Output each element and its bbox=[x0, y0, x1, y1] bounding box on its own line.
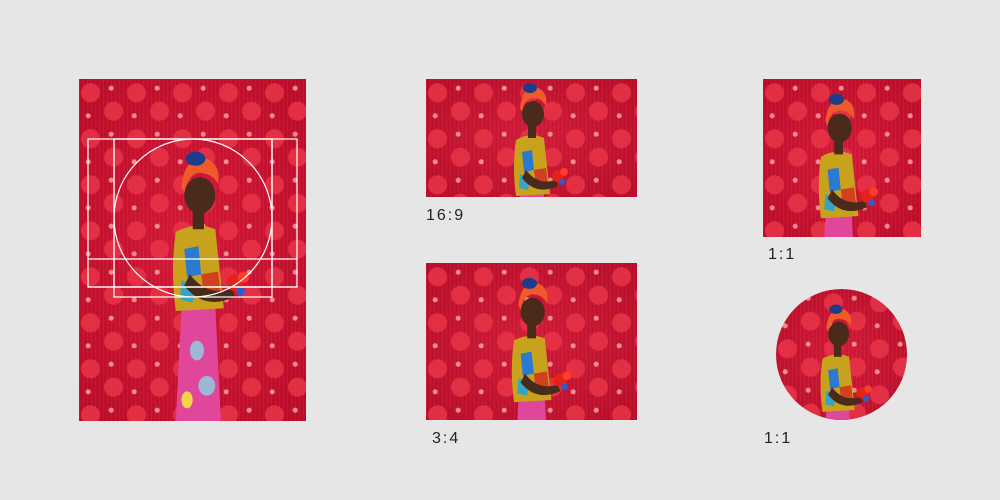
crop-16-9-preview[interactable] bbox=[426, 79, 637, 197]
crop-3-4-figure bbox=[511, 277, 572, 420]
crop-1-1-square-figure bbox=[818, 93, 879, 237]
portrait-photo bbox=[79, 79, 306, 421]
crop-16-9-figure bbox=[514, 83, 568, 197]
crop-3-4-preview[interactable] bbox=[426, 263, 637, 420]
crop-1-1-square-preview[interactable] bbox=[763, 79, 921, 237]
crop-1-1-circle-figure bbox=[820, 304, 872, 420]
crop-1-1-circle-preview[interactable] bbox=[776, 289, 907, 420]
crop-3-4-label: 3:4 bbox=[432, 430, 461, 447]
crop-16-9-label: 16:9 bbox=[426, 207, 466, 224]
crop-1-1-circle-label: 1:1 bbox=[764, 430, 793, 447]
crop-guide-overlay[interactable] bbox=[79, 79, 306, 421]
crop-1-1-square-label: 1:1 bbox=[768, 246, 797, 263]
